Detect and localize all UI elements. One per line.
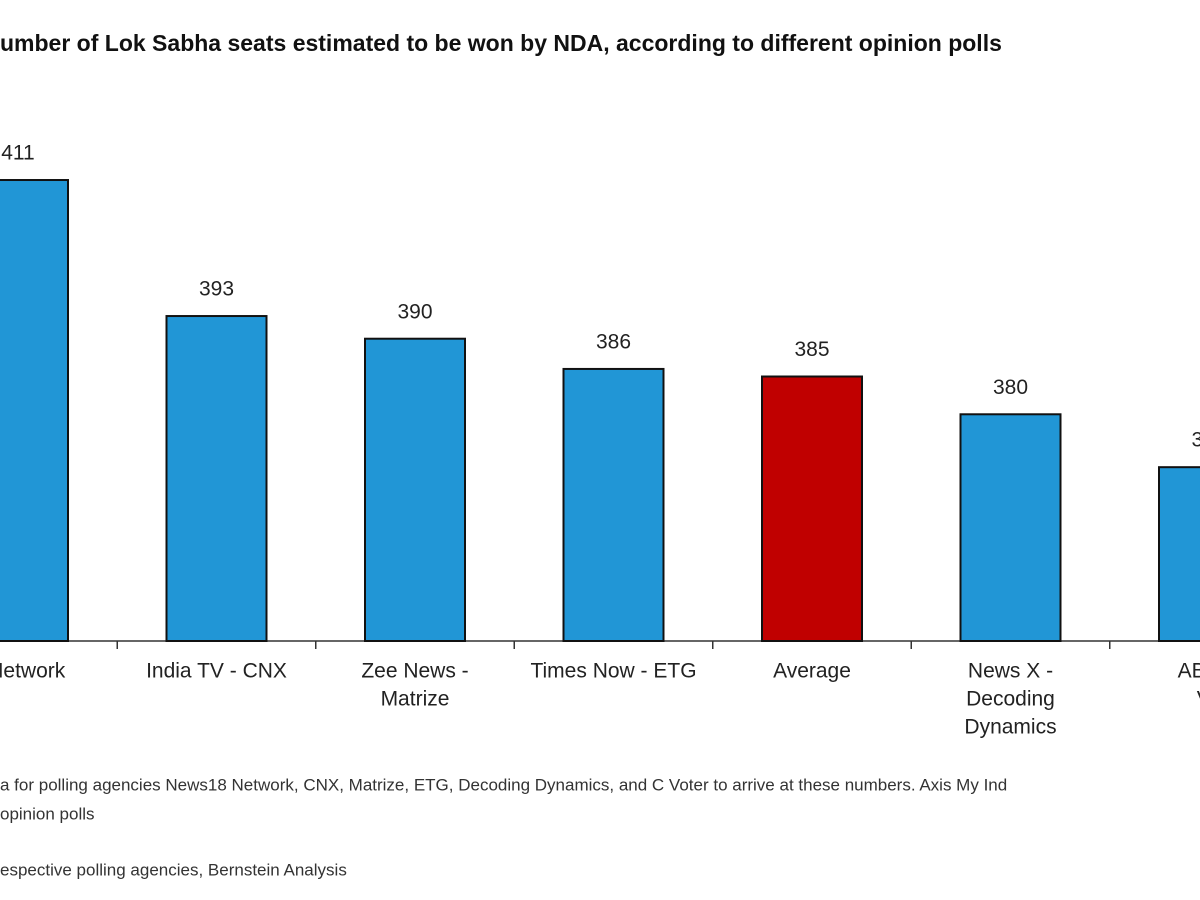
x-tick-label: Vo [1197,688,1200,711]
value-label: 385 [794,338,829,361]
footnote: espective polling agencies, Bernstein An… [0,860,347,879]
value-label: 386 [596,330,631,353]
value-label: 373 [1191,429,1200,452]
bar [165,315,268,642]
bar [562,367,665,642]
x-tick-label: News X - [968,660,1053,683]
x-tick-label: Times Now - ETG [530,660,696,683]
footnote: opinion polls [0,804,95,823]
bar [761,375,863,642]
bar [1158,466,1200,642]
bar [959,413,1062,642]
value-label: 393 [199,278,234,301]
x-tick-label: India TV - CNX [146,660,287,683]
x-tick-label: Matrize [381,688,450,711]
x-tick-label: Average [773,660,851,683]
bar [364,337,466,642]
x-tick-label: 8 Network [0,660,66,683]
value-label: 380 [993,376,1028,399]
value-label: 390 [397,300,432,323]
x-tick-label: ABP N [1178,660,1200,683]
value-label: 411 [1,142,34,165]
x-tick-label: Decoding [966,688,1055,711]
chart-title: umber of Lok Sabha seats estimated to be… [0,30,1002,56]
bar [0,179,69,642]
x-tick-label: Zee News - [361,660,468,683]
footnote: a for polling agencies News18 Network, C… [0,775,1007,794]
x-tick-label: Dynamics [964,716,1056,739]
